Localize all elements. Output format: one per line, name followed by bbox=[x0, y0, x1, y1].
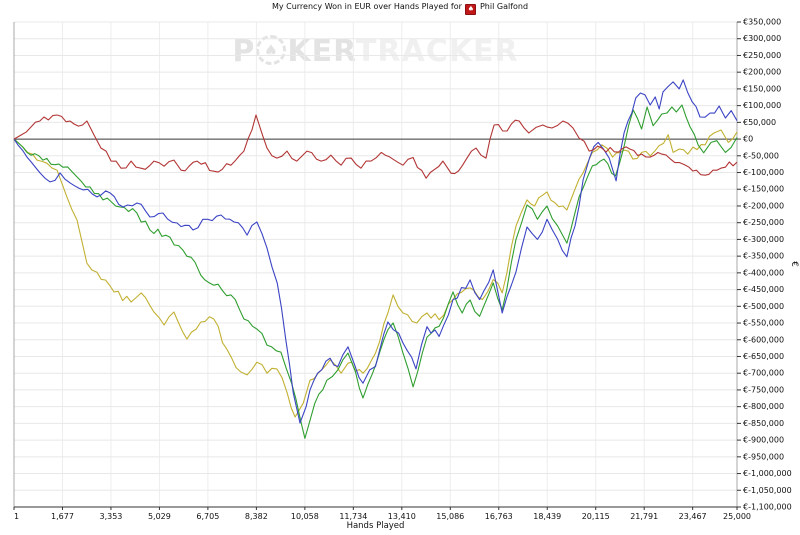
y-tick-label: €-550,000 bbox=[743, 319, 784, 328]
x-tick-label: 10,058 bbox=[291, 512, 319, 521]
y-tick-label: €300,000 bbox=[743, 34, 781, 43]
y-tick-label: €-650,000 bbox=[743, 352, 784, 361]
y-tick-label: €-400,000 bbox=[743, 268, 784, 277]
blue-line bbox=[13, 79, 738, 424]
x-tick-label: 1,677 bbox=[51, 512, 74, 521]
y-tick-label: €-950,000 bbox=[743, 452, 784, 461]
x-tick-label: 6,705 bbox=[196, 512, 219, 521]
horizontal-gridlines bbox=[14, 21, 737, 508]
x-tick-label: 15,086 bbox=[436, 512, 464, 521]
y-tick-label: €350,000 bbox=[743, 18, 781, 27]
y-tick-label: €-150,000 bbox=[743, 185, 784, 194]
y-tick-label: €150,000 bbox=[743, 84, 781, 93]
x-tick-label: 1 bbox=[14, 512, 19, 521]
y-tick-label: €-850,000 bbox=[743, 419, 784, 428]
y-tick-label: €100,000 bbox=[743, 101, 781, 110]
vertical-gridlines bbox=[13, 22, 738, 507]
y-tick-label: €-1,050,000 bbox=[743, 486, 792, 495]
watermark-text-ker: KER bbox=[287, 34, 356, 69]
y-tick-label: €-100,000 bbox=[743, 168, 784, 177]
pokertracker-icon: ♠ bbox=[465, 4, 477, 15]
x-tick-label: 21,791 bbox=[630, 512, 658, 521]
watermark-text-p: P bbox=[232, 34, 256, 69]
y-axis-title: € bbox=[789, 261, 799, 267]
pokertracker-watermark: P ♠ KERTRACKER bbox=[14, 34, 737, 69]
y-tick-label: €-500,000 bbox=[743, 302, 784, 311]
x-tick-label: 18,439 bbox=[533, 512, 561, 521]
red-line bbox=[13, 114, 738, 179]
y-tick-label: €-900,000 bbox=[743, 436, 784, 445]
y-tick-label: €-300,000 bbox=[743, 235, 784, 244]
x-tick-label: 11,734 bbox=[339, 512, 367, 521]
x-tick-label: 23,467 bbox=[679, 512, 707, 521]
y-tick-label: €-700,000 bbox=[743, 369, 784, 378]
x-tick-label: 13,410 bbox=[388, 512, 416, 521]
y-axis-ticks: €350,000 €300,000 €250,000 €200,000 €150,000… bbox=[737, 18, 792, 512]
y-tick-label: €200,000 bbox=[743, 68, 781, 77]
watermark-text-tracker: TRACKER bbox=[355, 34, 519, 69]
y-tick-label: €-200,000 bbox=[743, 201, 784, 210]
y-tick-label: €-50,000 bbox=[743, 151, 779, 160]
y-tick-label: €-600,000 bbox=[743, 335, 784, 344]
x-tick-label: 3,353 bbox=[99, 512, 122, 521]
chart-title: My Currency Won in EUR over Hands Played… bbox=[0, 2, 800, 15]
green-line bbox=[13, 104, 738, 439]
x-tick-label: 20,115 bbox=[582, 512, 610, 521]
chart-title-prefix: My Currency Won in EUR over Hands Played… bbox=[271, 2, 462, 11]
y-tick-label: €-800,000 bbox=[743, 402, 784, 411]
x-tick-label: 8,382 bbox=[245, 512, 268, 521]
y-tick-label: €-450,000 bbox=[743, 285, 784, 294]
y-tick-label: €250,000 bbox=[743, 51, 781, 60]
x-tick-label: 5,029 bbox=[148, 512, 171, 521]
x-axis-title: Hands Played bbox=[347, 521, 405, 531]
y-tick-label: €-1,100,000 bbox=[743, 503, 792, 512]
x-axis-ticks: 1 1,677 3,353 5,029 6,705 8,382 10,058 11,734 13… bbox=[13, 507, 751, 521]
y-tick-label: €50,000 bbox=[743, 118, 776, 127]
yellow-line bbox=[13, 129, 738, 418]
y-tick-label: €-750,000 bbox=[743, 385, 784, 394]
series-lines bbox=[13, 79, 738, 439]
chart-title-subject: Phil Galfond bbox=[479, 2, 529, 11]
x-tick-label: 25,000 bbox=[723, 512, 751, 521]
y-tick-label: €0 bbox=[743, 135, 753, 144]
x-tick-label: 16,763 bbox=[485, 512, 513, 521]
y-tick-label: €-350,000 bbox=[743, 252, 784, 261]
y-tick-label: €-250,000 bbox=[743, 218, 784, 227]
y-tick-label: €-1,000,000 bbox=[743, 469, 792, 478]
